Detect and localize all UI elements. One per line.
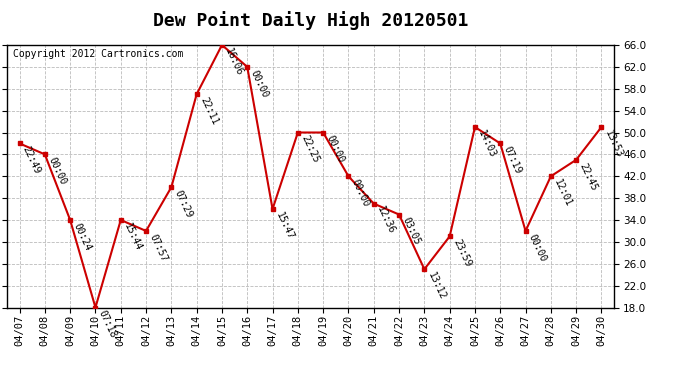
Text: 03:05: 03:05: [400, 216, 422, 247]
Text: 22:25: 22:25: [299, 134, 321, 165]
Text: 15:44: 15:44: [122, 221, 144, 252]
Text: 07:19: 07:19: [502, 145, 523, 176]
Text: 00:24: 00:24: [72, 221, 93, 252]
Text: 00:00: 00:00: [46, 156, 68, 187]
Text: 22:11: 22:11: [198, 96, 219, 126]
Text: 00:00: 00:00: [324, 134, 346, 165]
Text: 07:18: 07:18: [97, 309, 118, 340]
Text: Dew Point Daily High 20120501: Dew Point Daily High 20120501: [152, 11, 469, 30]
Text: 15:47: 15:47: [274, 210, 295, 241]
Text: 16:06: 16:06: [224, 46, 245, 77]
Text: 00:00: 00:00: [527, 232, 549, 263]
Text: 00:00: 00:00: [248, 68, 270, 99]
Text: 14:03: 14:03: [476, 128, 497, 159]
Text: 00:00: 00:00: [350, 178, 371, 209]
Text: 12:36: 12:36: [375, 205, 397, 236]
Text: 22:49: 22:49: [21, 145, 42, 176]
Text: 22:45: 22:45: [578, 161, 599, 192]
Text: 12:01: 12:01: [552, 178, 573, 209]
Text: 13:53: 13:53: [603, 128, 624, 159]
Text: 07:29: 07:29: [172, 189, 194, 219]
Text: 13:12: 13:12: [426, 271, 447, 302]
Text: 07:57: 07:57: [148, 232, 169, 263]
Text: 23:59: 23:59: [451, 238, 473, 268]
Text: Copyright 2012 Cartronics.com: Copyright 2012 Cartronics.com: [13, 49, 184, 59]
